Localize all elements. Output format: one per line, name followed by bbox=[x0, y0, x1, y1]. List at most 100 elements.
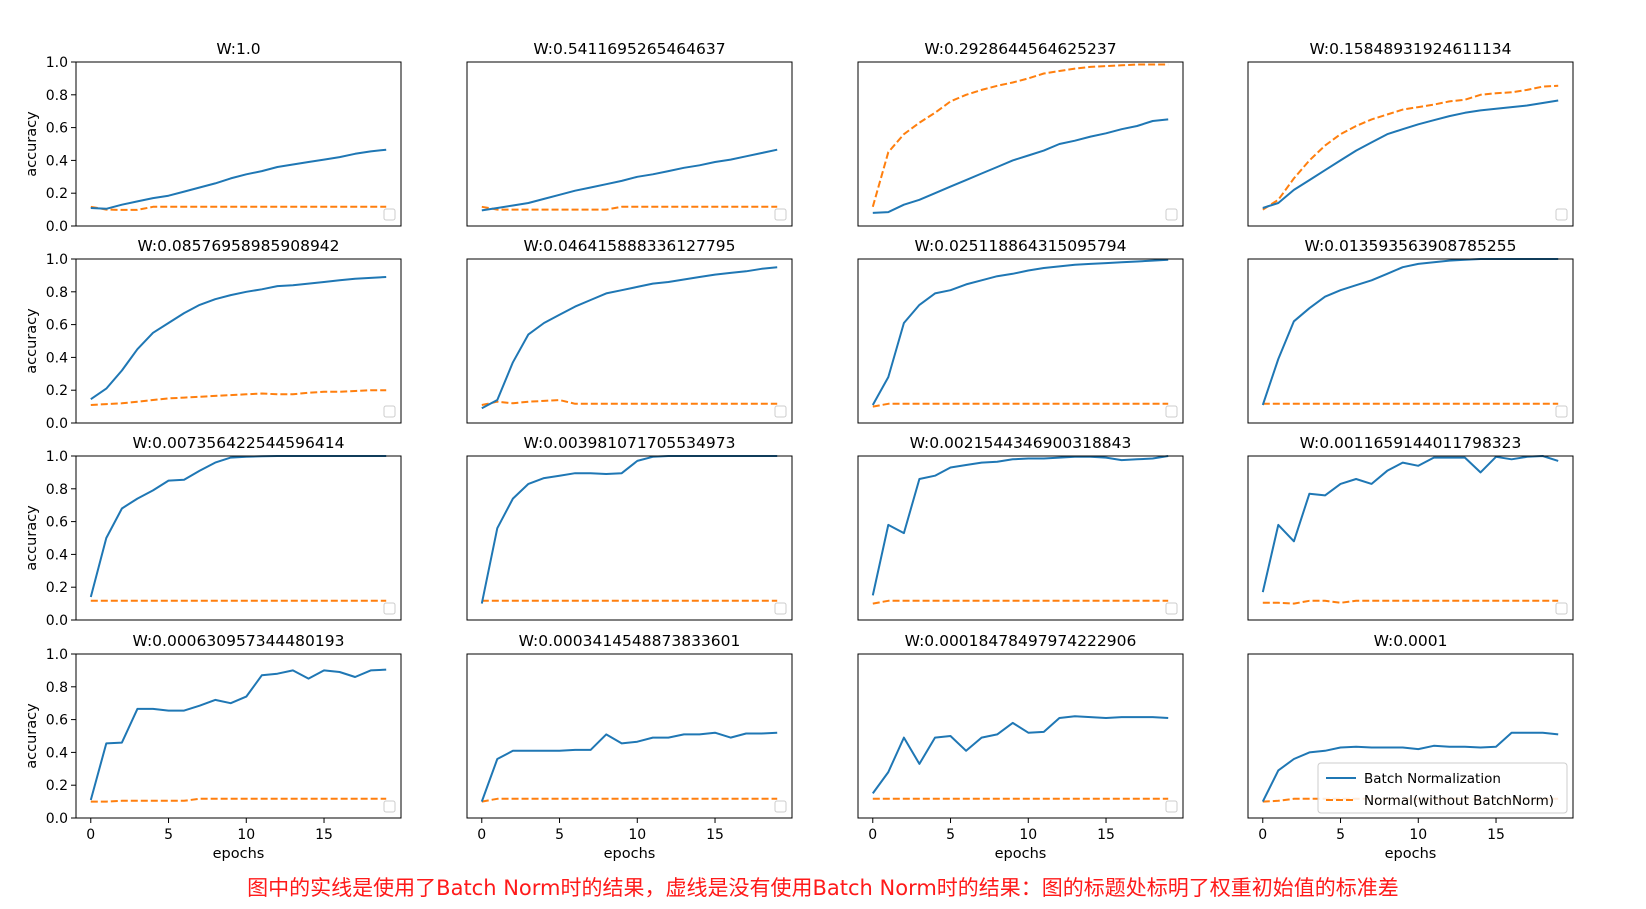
legend-box-empty bbox=[1165, 800, 1178, 813]
panel-title: W:0.013593563908785255 bbox=[1305, 237, 1517, 255]
y-tick-label: 0.0 bbox=[46, 416, 68, 432]
normal-series-line bbox=[90, 205, 387, 211]
axes-frame bbox=[857, 61, 1184, 227]
x-tick-label: 15 bbox=[315, 827, 333, 843]
axes-frame bbox=[75, 258, 402, 424]
normal-series-line bbox=[872, 402, 1169, 408]
legend-box-empty bbox=[774, 208, 787, 221]
y-tick-label: 0.8 bbox=[46, 88, 68, 104]
axes-frame bbox=[466, 455, 793, 621]
x-tick-label: 10 bbox=[1409, 827, 1427, 843]
x-tick-label: 0 bbox=[1258, 827, 1267, 843]
legend-box-empty bbox=[1165, 208, 1178, 221]
batchnorm-series-line bbox=[480, 731, 778, 802]
legend-label-normal: Normal(without BatchNorm) bbox=[1364, 793, 1554, 809]
y-tick-label: 0.4 bbox=[46, 350, 68, 366]
axes-frame bbox=[1247, 455, 1574, 621]
y-tick-label: 0.4 bbox=[46, 547, 68, 563]
y-tick-label: 0.0 bbox=[46, 219, 68, 235]
y-tick-label: 0.6 bbox=[46, 515, 68, 531]
batchnorm-series-line bbox=[90, 276, 387, 401]
batchnorm-series-line bbox=[871, 715, 1169, 794]
x-tick-label: 15 bbox=[1487, 827, 1505, 843]
batchnorm-series-line bbox=[89, 668, 387, 801]
legend-box-empty bbox=[1555, 405, 1568, 418]
normal-series-line bbox=[872, 599, 1169, 605]
batchnorm-series-line bbox=[1261, 731, 1559, 803]
axes-frame bbox=[1247, 61, 1574, 227]
panel-title: W:0.046415888336127795 bbox=[524, 237, 736, 255]
axes-frame bbox=[1247, 258, 1574, 424]
panel-title: W:0.00018478497974222906 bbox=[905, 632, 1137, 650]
panel-title: W:0.5411695265464637 bbox=[533, 40, 725, 58]
normal-series-line bbox=[481, 797, 778, 803]
panel-title: W:0.025118864315095794 bbox=[915, 237, 1127, 255]
normal-series-line bbox=[90, 797, 387, 803]
normal-series-line bbox=[90, 389, 387, 406]
x-tick-label: 10 bbox=[628, 827, 646, 843]
legend-label-batchnorm: Batch Normalization bbox=[1364, 771, 1501, 787]
axes-frame bbox=[857, 258, 1184, 424]
y-tick-label: 1.0 bbox=[46, 647, 68, 663]
panel-title: W:0.0003414548873833601 bbox=[519, 632, 741, 650]
y-tick-label: 0.2 bbox=[46, 580, 68, 596]
axes-frame bbox=[75, 653, 402, 819]
panel-title: W:0.0021544346900318843 bbox=[910, 434, 1132, 452]
panel-title: W:1.0 bbox=[216, 40, 260, 58]
normal-series-line bbox=[481, 205, 778, 211]
y-tick-label: 1.0 bbox=[46, 55, 68, 71]
x-tick-label: 0 bbox=[477, 827, 486, 843]
panel-title: W:0.0001 bbox=[1374, 632, 1448, 650]
y-tick-label: 0.2 bbox=[46, 186, 68, 202]
panel-title: W:0.0011659144011798323 bbox=[1300, 434, 1522, 452]
batchnorm-series-line bbox=[481, 266, 778, 410]
batchnorm-series-line bbox=[481, 148, 778, 212]
axes-frame bbox=[857, 455, 1184, 621]
normal-series-line bbox=[481, 399, 778, 406]
y-axis-label: accuracy bbox=[24, 505, 40, 571]
batchnorm-series-line bbox=[1262, 99, 1559, 209]
y-tick-label: 0.4 bbox=[46, 153, 68, 169]
legend-box-empty bbox=[383, 800, 396, 813]
y-tick-label: 0.8 bbox=[46, 285, 68, 301]
x-tick-label: 10 bbox=[1019, 827, 1037, 843]
x-axis-label: epochs bbox=[1385, 846, 1437, 862]
normal-series-line bbox=[871, 63, 1169, 208]
y-axis-label: accuracy bbox=[24, 308, 40, 374]
y-tick-label: 0.0 bbox=[46, 613, 68, 629]
x-tick-label: 5 bbox=[164, 827, 173, 843]
panel-title: W:0.2928644564625237 bbox=[924, 40, 1116, 58]
y-axis-label: accuracy bbox=[24, 111, 40, 177]
legend-box-empty bbox=[383, 208, 396, 221]
x-tick-label: 10 bbox=[237, 827, 255, 843]
batchnorm-series-line bbox=[90, 148, 387, 210]
panel-title: W:0.08576958985908942 bbox=[137, 237, 339, 255]
axes-frame bbox=[1247, 653, 1574, 819]
y-axis-label: accuracy bbox=[24, 703, 40, 769]
y-tick-label: 0.2 bbox=[46, 778, 68, 794]
axes-frame bbox=[857, 653, 1184, 819]
axes-frame bbox=[75, 61, 402, 227]
legend-box-empty bbox=[383, 405, 396, 418]
axes-frame bbox=[466, 61, 793, 227]
legend-box-empty bbox=[774, 602, 787, 615]
legend-box bbox=[1317, 762, 1568, 814]
axes-frame bbox=[466, 653, 793, 819]
y-tick-label: 1.0 bbox=[46, 252, 68, 268]
y-tick-label: 0.4 bbox=[46, 745, 68, 761]
x-tick-label: 15 bbox=[1097, 827, 1115, 843]
axes-frame bbox=[75, 455, 402, 621]
y-tick-label: 1.0 bbox=[46, 449, 68, 465]
batchnorm-series-line bbox=[480, 455, 778, 604]
panel-title: W:0.003981071705534973 bbox=[524, 434, 736, 452]
y-tick-label: 0.8 bbox=[46, 482, 68, 498]
normal-series-line bbox=[1262, 84, 1559, 211]
legend-box-empty bbox=[1555, 208, 1568, 221]
figure-caption: 图中的实线是使用了Batch Norm时的结果，虚线是没有使用Batch Nor… bbox=[247, 876, 1399, 900]
batchnorm-series-line bbox=[89, 455, 387, 598]
panel-title: W:0.007356422544596414 bbox=[133, 434, 345, 452]
x-tick-label: 15 bbox=[706, 827, 724, 843]
legend-box-empty bbox=[383, 602, 396, 615]
x-axis-label: epochs bbox=[604, 846, 656, 862]
